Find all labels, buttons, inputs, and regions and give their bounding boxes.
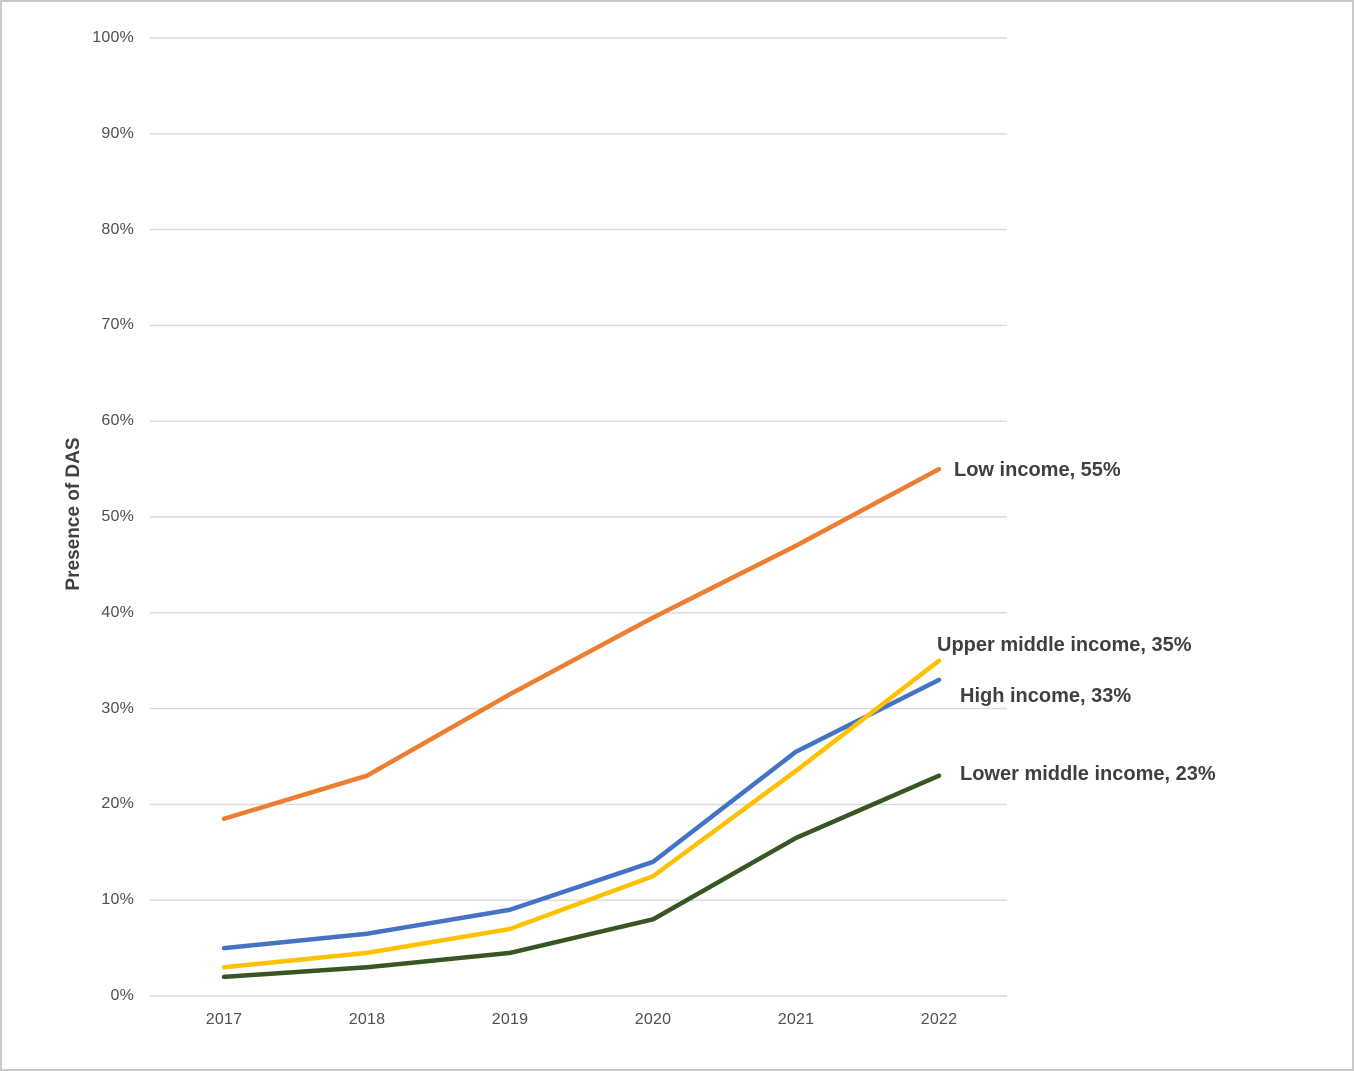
x-tick-label: 2018 <box>348 1011 386 1028</box>
y-tick-label: 60% <box>101 412 134 430</box>
y-tick-label: 100% <box>92 29 134 46</box>
series-end-label-upper-middle-income: Upper middle income, 35% <box>937 634 1192 656</box>
series-end-label-lower-middle-income: Lower middle income, 23% <box>960 763 1216 785</box>
x-tick-label: 2017 <box>205 1011 243 1028</box>
y-tick-label: 20% <box>101 795 134 813</box>
y-axis-title: Presence of DAS <box>63 437 84 591</box>
y-tick-label: 10% <box>101 891 134 909</box>
y-tick-label: 30% <box>101 699 134 717</box>
x-tick-label: 2019 <box>491 1011 529 1028</box>
x-tick-label: 2020 <box>634 1011 672 1028</box>
y-tick-label: 50% <box>101 508 134 525</box>
series-line-low-income <box>221 466 942 822</box>
series-line-high-income <box>221 677 942 951</box>
y-tick-label: 80% <box>101 220 134 238</box>
series-end-label-low-income: Low income, 55% <box>954 459 1121 481</box>
series-line-lower-middle-income <box>221 773 942 980</box>
y-tick-label: 90% <box>101 124 134 142</box>
y-tick-label: 70% <box>101 316 134 334</box>
series-end-label-high-income: High income, 33% <box>960 685 1132 707</box>
series-line-upper-middle-income <box>221 658 942 970</box>
x-tick-label: 2021 <box>777 1011 815 1028</box>
y-tick-label: 0% <box>110 987 134 1004</box>
y-tick-label: 40% <box>101 603 134 621</box>
x-tick-label: 2022 <box>920 1011 958 1028</box>
